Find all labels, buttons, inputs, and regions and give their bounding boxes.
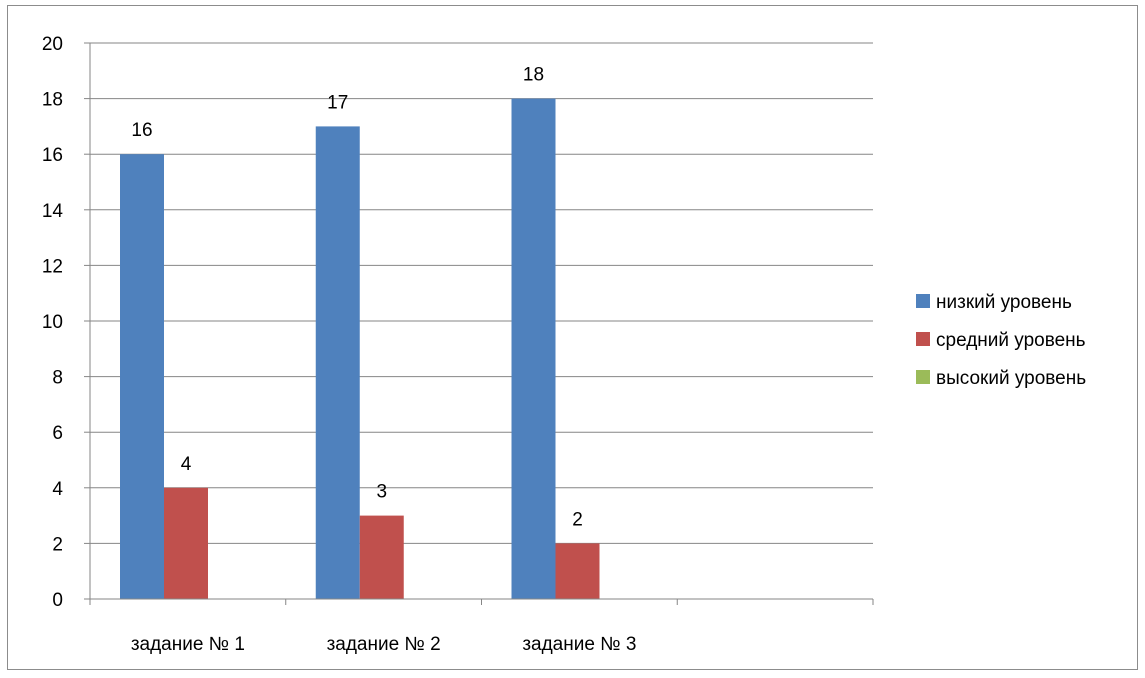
y-tick-label: 16 <box>42 145 63 166</box>
bar <box>555 543 600 599</box>
data-label: 17 <box>327 92 348 113</box>
axes: 0 2 4 6 8 10 12 14 16 18 20 <box>42 34 874 611</box>
legend-swatch <box>916 294 930 308</box>
gridlines <box>90 42 873 544</box>
legend-label: низкий уровень <box>936 292 1072 313</box>
x-category-label: задание № 2 <box>327 634 441 655</box>
data-label: 18 <box>523 65 544 86</box>
bar <box>315 126 360 600</box>
bars <box>120 98 600 600</box>
bar <box>120 154 164 599</box>
x-category-label: задание № 3 <box>522 634 636 655</box>
legend-label: высокий уровень <box>936 368 1086 389</box>
labels: задание № 1 задание № 2 задание № 3 16 17 18 4… <box>131 65 637 655</box>
legend-swatch <box>916 332 930 346</box>
y-tick-label: 0 <box>52 590 63 611</box>
y-tick-label: 18 <box>42 90 63 111</box>
data-label: 2 <box>572 509 583 530</box>
y-tick-label: 2 <box>52 534 63 555</box>
y-tick-label: 12 <box>42 256 63 277</box>
bar <box>164 487 208 599</box>
data-label: 3 <box>376 482 387 503</box>
y-tick-label: 14 <box>42 201 64 222</box>
x-category-label: задание № 1 <box>131 634 245 655</box>
y-tick-label: 10 <box>42 312 63 333</box>
data-label: 4 <box>181 454 192 475</box>
y-tick-label: 8 <box>52 368 63 389</box>
legend: низкий уровень средний уровень высокий уро… <box>916 292 1086 389</box>
legend-label: средний уровень <box>936 330 1086 351</box>
y-tick-label: 4 <box>52 479 63 500</box>
y-tick-label: 6 <box>52 423 63 444</box>
legend-swatch <box>916 370 930 384</box>
bar <box>511 98 556 599</box>
bar <box>359 515 404 599</box>
y-tick-label: 20 <box>42 34 63 55</box>
data-label: 16 <box>131 120 152 141</box>
